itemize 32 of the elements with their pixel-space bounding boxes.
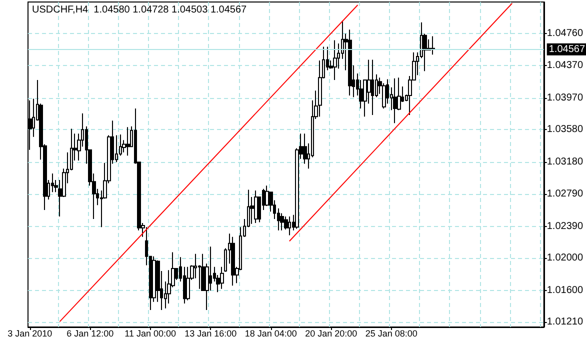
candlestick — [220, 266, 224, 290]
chart-title: USDCHF,H4 1.04580 1.04728 1.04503 1.04567 — [32, 4, 248, 16]
candlestick — [126, 126, 130, 156]
ref-line-label: 1.04567 — [548, 44, 586, 55]
y-tick-label: 1.02790 — [546, 188, 584, 200]
y-tick-label: 1.03970 — [546, 92, 584, 104]
x-tick-label: 11 Jan 00:00 — [124, 328, 176, 338]
candlestick — [371, 59, 374, 116]
candlestick — [303, 133, 307, 164]
x-tick-label: 18 Jan 04:00 — [244, 328, 297, 338]
y-tick-label: 1.03180 — [546, 156, 584, 168]
y-tick-label: 1.01210 — [546, 316, 584, 328]
x-tick-label: 20 Jan 20:00 — [305, 328, 358, 338]
candlestick — [254, 190, 258, 224]
candlestick — [333, 40, 337, 80]
x-tick-label: 6 Jan 12:00 — [66, 328, 114, 338]
x-tick-label: 3 Jan 2010 — [8, 328, 52, 338]
y-tick-label: 1.03580 — [546, 124, 584, 136]
y-tick-label: 1.02390 — [546, 220, 584, 232]
candlestick — [231, 236, 235, 286]
y-tick-label: 1.04370 — [546, 60, 584, 71]
x-tick-label: 25 Jan 08:00 — [365, 328, 418, 338]
candlestick — [431, 36, 435, 56]
candlestick — [186, 266, 190, 301]
candlestick — [288, 216, 291, 236]
y-tick-label: 1.04760 — [546, 28, 584, 40]
x-tick-label: 13 Jan 16:00 — [184, 328, 237, 338]
candlestick — [348, 29, 352, 96]
y-tick-label: 1.02000 — [546, 252, 584, 264]
y-tick-label: 1.01600 — [546, 284, 584, 296]
candlestick — [393, 78, 397, 124]
candlestick — [280, 212, 284, 231]
